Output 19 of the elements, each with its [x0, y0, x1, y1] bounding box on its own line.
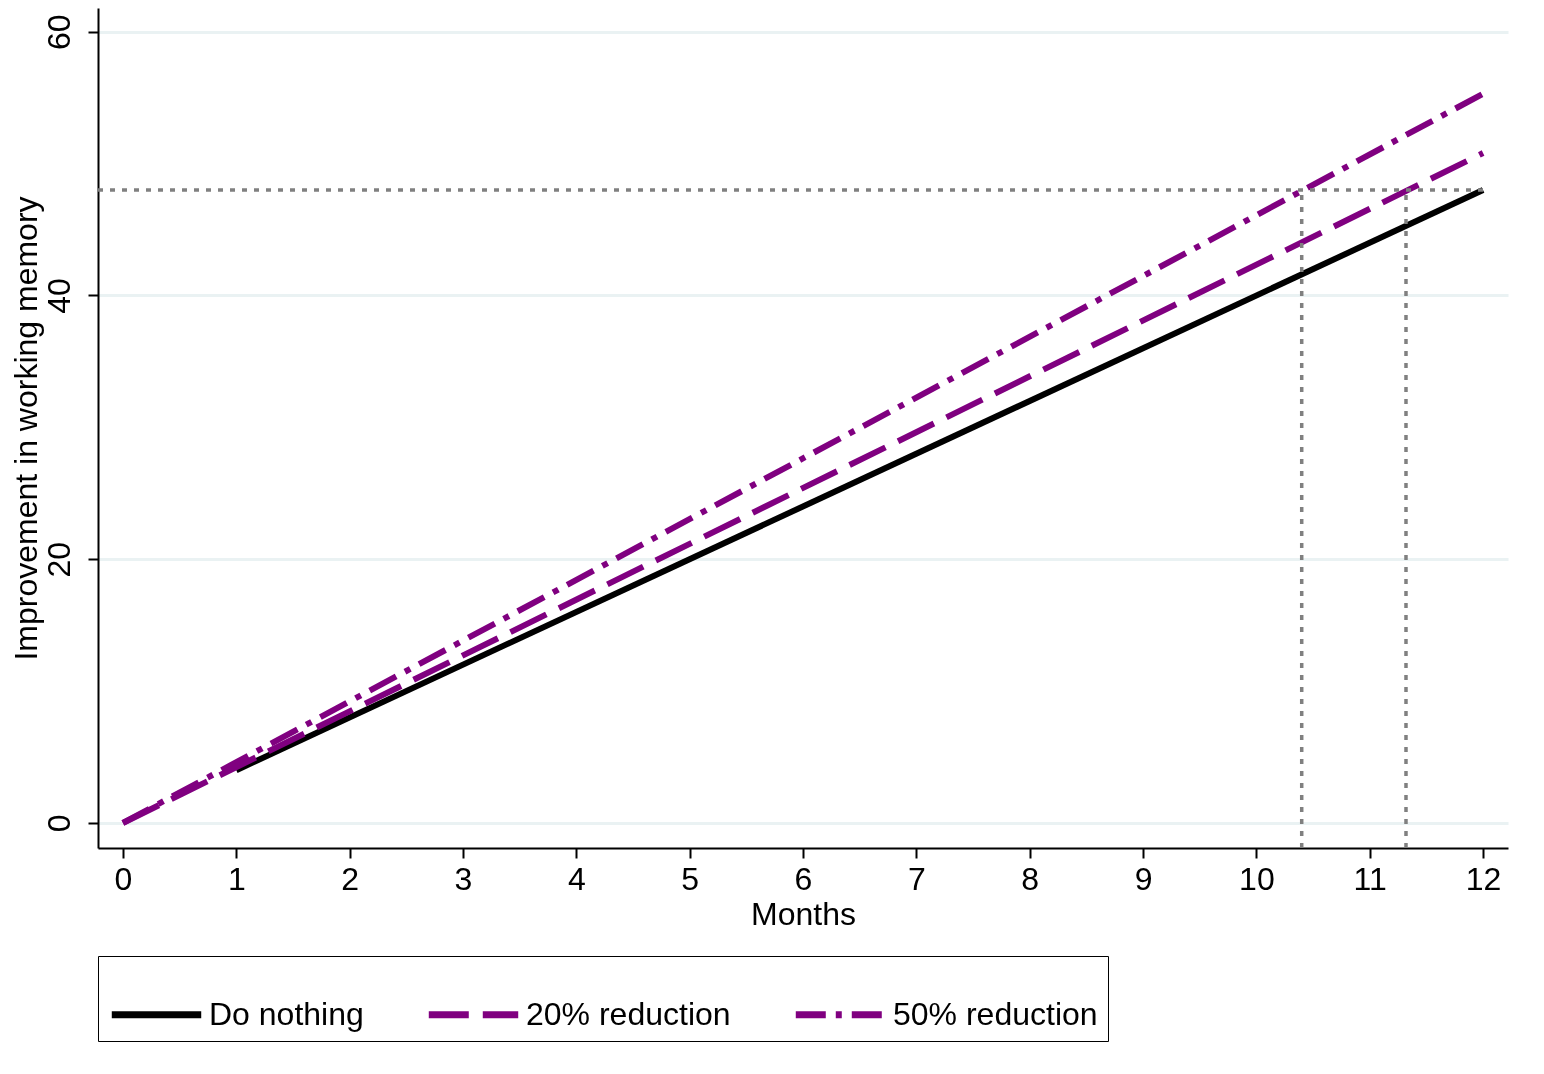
y-tick-label: 60	[40, 14, 77, 51]
x-tick-label: 8	[1021, 860, 1040, 897]
x-tick-label: 0	[114, 860, 133, 897]
x-tick-label: 9	[1134, 860, 1153, 897]
legend-label: 20% reduction	[526, 995, 731, 1032]
x-tick-label: 4	[567, 860, 586, 897]
x-tick-label: 11	[1353, 860, 1387, 897]
legend-label: Do nothing	[209, 995, 364, 1032]
x-tick-label: 6	[794, 860, 813, 897]
x-tick-label: 3	[454, 860, 473, 897]
x-tick-label: 10	[1239, 860, 1275, 897]
x-axis-title: Months	[751, 895, 856, 932]
x-tick-label: 1	[227, 860, 246, 897]
x-tick-label: 5	[681, 860, 700, 897]
x-tick-label: 7	[907, 860, 926, 897]
legend-label: 50% reduction	[893, 995, 1098, 1032]
x-tick-label: 2	[341, 860, 360, 897]
y-tick-label: 0	[40, 814, 77, 833]
x-tick-label: 12	[1465, 860, 1502, 897]
